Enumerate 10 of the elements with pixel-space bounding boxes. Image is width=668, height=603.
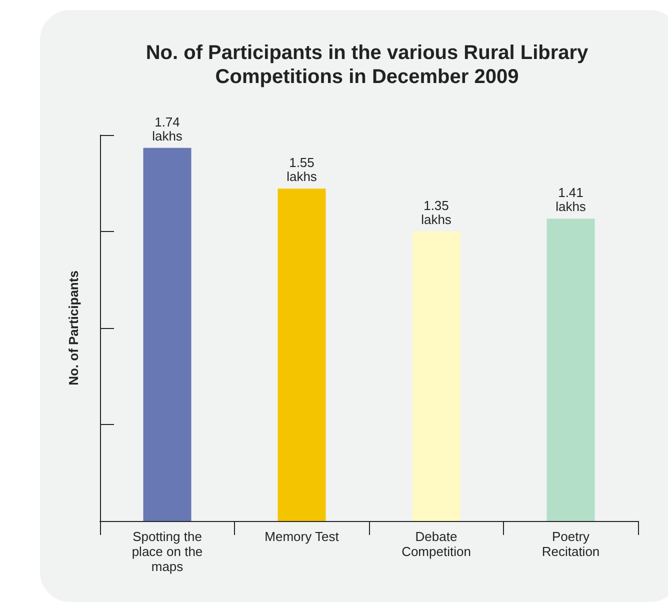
- data-label: 1.74 lakhs: [152, 114, 183, 144]
- x-tick-label: Poetry Recitation: [542, 529, 600, 559]
- x-tick-label: Spotting the place on the maps: [132, 529, 203, 574]
- data-label: 1.35 lakhs: [421, 198, 452, 227]
- chart-title: No. of Participants in the various Rural Library Competitions in December 2009: [146, 42, 590, 88]
- data-label: 1.41 lakhs: [556, 185, 586, 214]
- x-tick-label: Debate Competition: [402, 529, 471, 559]
- data-label: 1.55 lakhs: [286, 155, 318, 184]
- y-axis-title: No. of Participants: [66, 270, 81, 386]
- x-tick-label: Memory Test: [264, 529, 340, 544]
